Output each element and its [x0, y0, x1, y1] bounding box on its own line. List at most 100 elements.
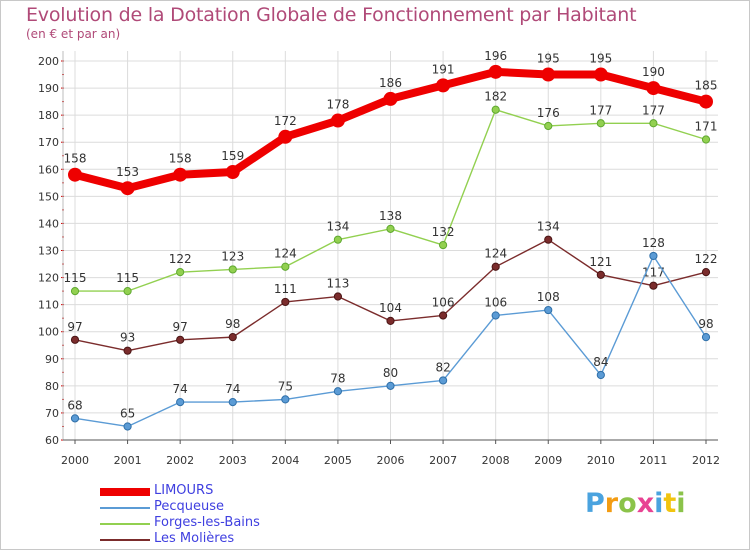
data-point-pecqueuse [228, 398, 237, 407]
data-label-les-moli-res: 122 [695, 252, 718, 266]
legend-swatch [100, 523, 150, 525]
data-point-limours [699, 94, 713, 109]
data-label-limours: 195 [589, 52, 612, 66]
data-label-forges-les-bains: 171 [695, 120, 718, 134]
data-label-limours: 185 [695, 79, 718, 93]
y-tick-label: 70 [45, 407, 59, 420]
data-point-forges-les-bains [491, 105, 500, 114]
data-point-limours [593, 67, 608, 82]
y-tick-label: 80 [45, 380, 59, 393]
data-label-pecqueuse: 78 [330, 371, 345, 385]
y-tick-label: 200 [38, 55, 59, 68]
data-label-pecqueuse: 98 [698, 317, 713, 331]
data-point-pecqueuse [176, 398, 185, 407]
data-label-limours: 158 [169, 152, 192, 166]
x-tick-label: 2004 [271, 454, 299, 467]
x-tick-label: 2007 [429, 454, 457, 467]
logo-letter: i [654, 488, 664, 519]
data-point-les-moli-res [701, 268, 711, 277]
y-tick-label: 100 [38, 326, 59, 339]
data-point-les-moli-res [438, 311, 448, 320]
data-label-limours: 195 [537, 52, 560, 66]
data-point-les-moli-res [176, 335, 185, 344]
data-label-pecqueuse: 128 [642, 236, 665, 250]
y-tick-label: 150 [38, 190, 59, 203]
data-label-limours: 172 [274, 114, 297, 128]
data-label-forges-les-bains: 182 [484, 90, 507, 104]
data-point-limours [225, 164, 240, 179]
y-tick-label: 190 [38, 82, 59, 95]
x-tick-label: 2009 [534, 454, 562, 467]
data-label-les-moli-res: 111 [274, 282, 297, 296]
data-point-les-moli-res [228, 333, 237, 342]
y-tick-label: 160 [38, 163, 59, 176]
data-point-pecqueuse [70, 414, 80, 423]
x-tick-label: 2006 [377, 454, 405, 467]
y-tick-label: 60 [45, 434, 59, 447]
data-point-les-moli-res [649, 281, 658, 290]
data-label-forges-les-bains: 115 [64, 271, 87, 285]
data-label-pecqueuse: 68 [67, 398, 82, 412]
data-point-pecqueuse [701, 333, 711, 342]
data-label-forges-les-bains: 138 [379, 209, 402, 223]
legend-swatch [100, 539, 150, 541]
data-point-limours [646, 81, 661, 96]
data-point-forges-les-bains [701, 135, 711, 144]
data-label-limours: 158 [64, 152, 87, 166]
data-label-les-moli-res: 113 [326, 277, 349, 291]
x-tick-label: 2000 [61, 454, 89, 467]
data-point-forges-les-bains [386, 224, 395, 233]
data-label-pecqueuse: 106 [484, 295, 507, 309]
data-label-forges-les-bains: 177 [589, 103, 612, 117]
data-label-les-moli-res: 93 [120, 331, 135, 345]
logo-letter: o [618, 488, 637, 519]
data-point-les-moli-res [281, 297, 290, 307]
data-label-limours: 178 [326, 98, 349, 112]
data-point-limours [120, 181, 135, 196]
data-point-forges-les-bains [544, 121, 553, 131]
data-point-forges-les-bains [70, 287, 80, 296]
data-label-forges-les-bains: 177 [642, 103, 665, 117]
data-point-forges-les-bains [333, 235, 343, 244]
data-point-limours [436, 78, 451, 93]
x-tick-label: 2001 [114, 454, 142, 467]
data-point-forges-les-bains [176, 268, 185, 277]
data-point-limours [330, 113, 345, 128]
logo-letter: P [585, 488, 605, 519]
data-label-limours: 186 [379, 76, 402, 90]
data-point-les-moli-res [596, 270, 605, 279]
data-label-limours: 159 [221, 149, 244, 163]
data-point-pecqueuse [596, 370, 605, 380]
data-label-limours: 190 [642, 65, 665, 79]
data-point-forges-les-bains [123, 287, 132, 296]
data-point-les-moli-res [386, 316, 395, 325]
data-point-pecqueuse [386, 381, 395, 390]
logo-letter: t [663, 488, 677, 519]
data-label-forges-les-bains: 115 [116, 271, 139, 285]
x-tick-label: 2002 [166, 454, 194, 467]
x-tick-label: 2005 [324, 454, 352, 467]
data-label-les-moli-res: 98 [225, 317, 240, 331]
y-tick-label: 90 [45, 353, 59, 366]
data-point-forges-les-bains [596, 119, 605, 128]
data-label-forges-les-bains: 132 [432, 225, 455, 239]
data-point-les-moli-res [491, 262, 500, 271]
data-label-pecqueuse: 82 [435, 360, 450, 374]
legend-label: Pecqueuse [154, 499, 225, 514]
data-point-pecqueuse [123, 422, 132, 431]
data-label-les-moli-res: 104 [379, 301, 402, 315]
data-point-limours [541, 67, 556, 82]
data-point-forges-les-bains [228, 265, 237, 274]
data-label-les-moli-res: 106 [432, 295, 455, 309]
data-label-forges-les-bains: 176 [537, 106, 560, 120]
data-label-forges-les-bains: 123 [221, 249, 244, 263]
data-point-forges-les-bains [438, 240, 448, 250]
data-point-pecqueuse [438, 376, 448, 385]
x-tick-label: 2003 [219, 454, 247, 467]
data-label-forges-les-bains: 124 [274, 247, 297, 261]
data-point-limours [383, 91, 398, 106]
data-point-forges-les-bains [649, 119, 658, 128]
y-tick-label: 180 [38, 109, 59, 122]
legend-label: LIMOURS [154, 483, 214, 498]
y-tick-label: 140 [38, 217, 59, 230]
